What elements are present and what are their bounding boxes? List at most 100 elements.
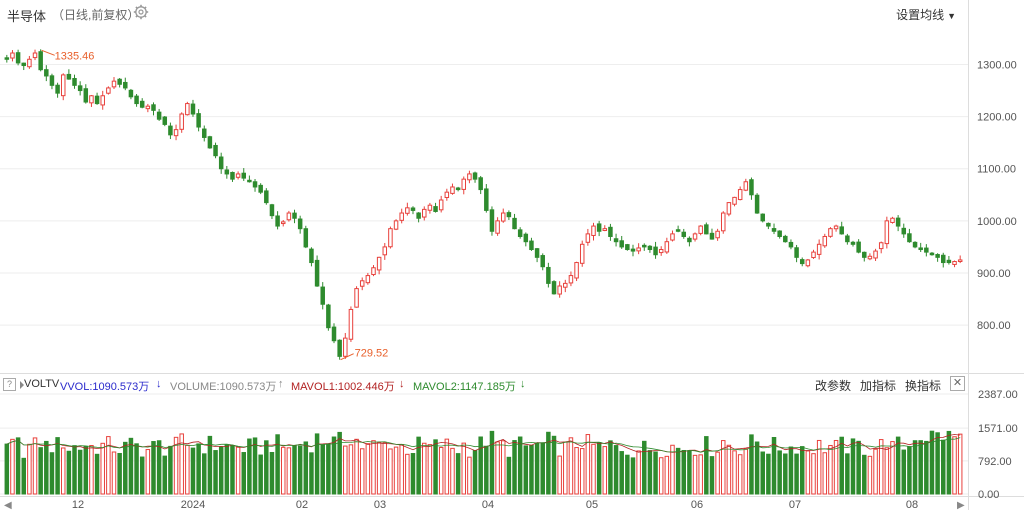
candle-body (77, 85, 83, 92)
volume-bar (613, 445, 619, 495)
candle-body (512, 217, 517, 230)
volume-bar (918, 440, 923, 495)
volume-bar (811, 453, 816, 495)
candle-body (946, 259, 952, 264)
edit-params-button[interactable]: 改参数 (815, 379, 852, 393)
volume-bar (647, 450, 653, 495)
volume-bar (422, 442, 427, 495)
volume-bar (799, 446, 805, 495)
volume-bar (591, 443, 596, 495)
candle-body (681, 231, 687, 237)
candle-body (822, 235, 828, 247)
candle-body (687, 237, 692, 243)
volume-bar (382, 442, 388, 495)
candle-body (134, 95, 139, 105)
candle-body (506, 212, 512, 218)
volume-bar (286, 447, 292, 495)
help-icon[interactable]: ? (3, 378, 16, 391)
candle-body (833, 225, 839, 230)
volume-bar (438, 446, 444, 495)
candle-body (811, 251, 816, 259)
volume-bar (320, 444, 325, 495)
volume-bar (941, 439, 946, 495)
candle-body (574, 262, 579, 279)
volume-bar (489, 430, 495, 495)
volume-bar (935, 432, 940, 495)
candle-body (393, 220, 399, 230)
candle-body (190, 103, 196, 115)
candle-body (636, 247, 641, 252)
candle-body (478, 177, 483, 191)
volume-bar (596, 442, 602, 495)
candle-body (269, 204, 275, 217)
low-annotation-arrow (340, 353, 354, 361)
candle-body (66, 73, 72, 80)
candle-body (235, 173, 241, 178)
set-ma-button[interactable]: 设置均线 ▼ (896, 8, 956, 22)
switch-indicator-button[interactable]: 换指标 (905, 379, 942, 393)
volume-bar (156, 440, 162, 495)
candle-body (484, 188, 489, 211)
candle-body (337, 339, 342, 357)
volume-bar (94, 453, 100, 495)
candle-body (162, 116, 168, 125)
volume-bar (309, 452, 314, 495)
volume-bar (658, 457, 664, 495)
candle-body (517, 229, 523, 237)
candle-body (912, 241, 918, 248)
volume-bar (557, 455, 562, 495)
volume-bar (32, 437, 38, 495)
mavol2-arrow-icon: ↓ (520, 378, 526, 390)
volume-bar (117, 452, 122, 495)
candle-body (106, 87, 111, 94)
add-indicator-button[interactable]: 加指标 (860, 379, 897, 393)
candle-body (878, 242, 884, 250)
close-icon[interactable]: ✕ (950, 376, 965, 391)
gear-icon[interactable] (133, 4, 149, 20)
candle-body (602, 228, 608, 231)
candle-body (202, 128, 207, 138)
candle-body (952, 261, 957, 265)
candle-body (388, 228, 393, 248)
candle-body (709, 232, 715, 240)
time-tick-label: 2024 (181, 499, 205, 510)
volume-bar (213, 450, 218, 495)
volume-bar (929, 430, 935, 495)
candle-body (230, 171, 235, 180)
candle-body (653, 246, 658, 256)
time-tick-label: 08 (906, 499, 918, 510)
volume-bar (359, 448, 365, 495)
volume-bar (704, 436, 709, 495)
volume-bar (737, 454, 743, 495)
candle-body (297, 218, 303, 230)
volume-bar (247, 438, 252, 495)
candle-body (895, 217, 901, 227)
volume-tick-label: 792.00 (978, 456, 1012, 468)
candle-body (647, 245, 653, 251)
candle-body (359, 280, 365, 287)
candle-body (726, 202, 732, 215)
candle-body (929, 252, 935, 256)
candle-body (692, 233, 698, 240)
candle-body (438, 199, 444, 211)
candle-body (850, 241, 856, 245)
volume-bar (912, 440, 918, 495)
volume-bar (100, 442, 105, 495)
volume-bar (111, 451, 117, 495)
volume-bar (455, 453, 461, 495)
candle-body (783, 235, 788, 243)
candle-body (630, 248, 636, 252)
candle-body (721, 212, 726, 232)
volume-bar (258, 454, 263, 495)
volume-bar (280, 446, 286, 495)
vvol-value: VVOL:1090.573万 (60, 381, 150, 393)
volume-bar (128, 437, 134, 495)
volume-bar (636, 450, 641, 495)
candle-body (247, 179, 252, 183)
volume-bar (202, 453, 207, 495)
volume-bar (145, 449, 151, 495)
candle-body (139, 100, 145, 108)
volume-bar (72, 445, 77, 495)
candle-body (145, 105, 151, 110)
